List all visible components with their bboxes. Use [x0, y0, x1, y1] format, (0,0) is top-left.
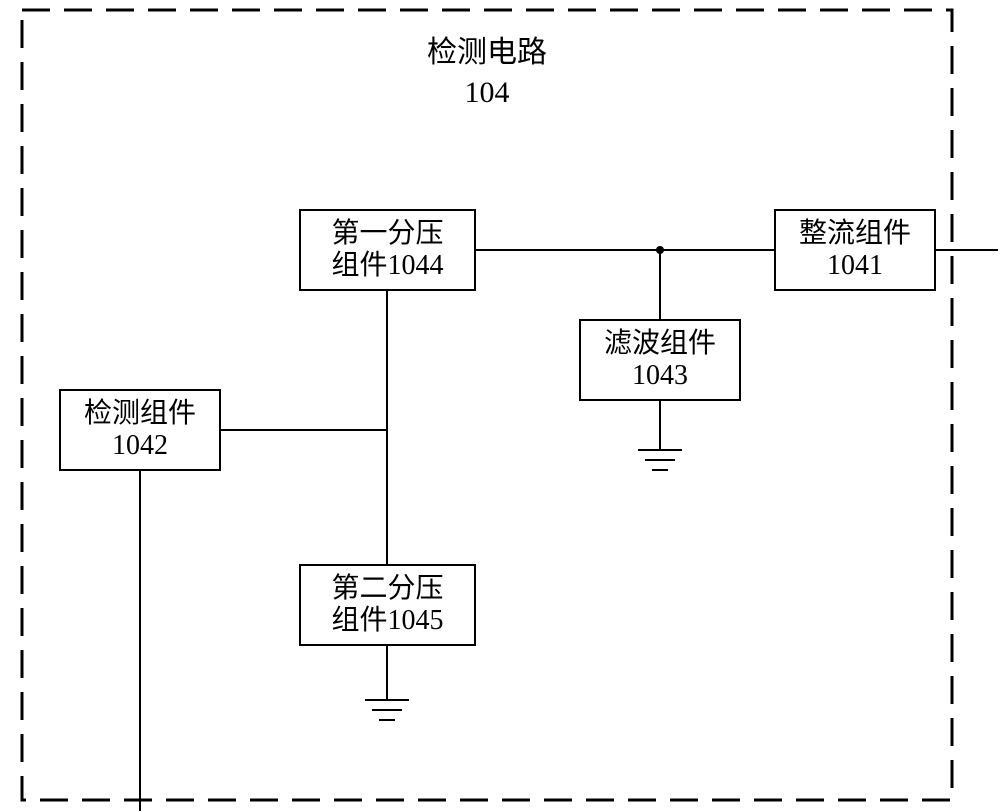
detection-label-line1: 检测组件 [84, 397, 196, 429]
rectifier-label-line2: 1041 [827, 250, 883, 281]
first-voltage-divider-node: 第一分压 组件1044 [300, 210, 475, 290]
second-voltage-divider-label-line2: 组件1045 [331, 604, 443, 636]
frame-title-line1: 检测电路 [427, 36, 547, 69]
junction-dot-0 [656, 246, 664, 254]
first-voltage-divider-label-line1: 第一分压 [331, 217, 443, 249]
filter-label-line1: 滤波组件 [604, 327, 716, 359]
junctions-group [656, 246, 664, 254]
filter-label-line2: 1043 [632, 360, 688, 391]
second-voltage-divider-label-line1: 第二分压 [331, 572, 443, 604]
first-voltage-divider-label-line2: 组件1044 [331, 249, 443, 281]
ground-symbol-1 [365, 700, 409, 720]
detection-label-line2: 1042 [112, 430, 168, 461]
rectifier-label-line1: 整流组件 [799, 217, 911, 249]
detection-node: 检测组件 1042 [60, 390, 220, 470]
ground-symbol-0 [638, 450, 682, 470]
circuit-diagram: 检测电路 104 第一分压 组件1044 整流组件 1041 滤波组件 1043… [0, 0, 1000, 811]
frame-title-line2: 104 [465, 76, 510, 109]
wires-group [140, 250, 998, 811]
second-voltage-divider-node: 第二分压 组件1045 [300, 565, 475, 645]
rectifier-node: 整流组件 1041 [775, 210, 935, 290]
filter-node: 滤波组件 1043 [580, 320, 740, 400]
